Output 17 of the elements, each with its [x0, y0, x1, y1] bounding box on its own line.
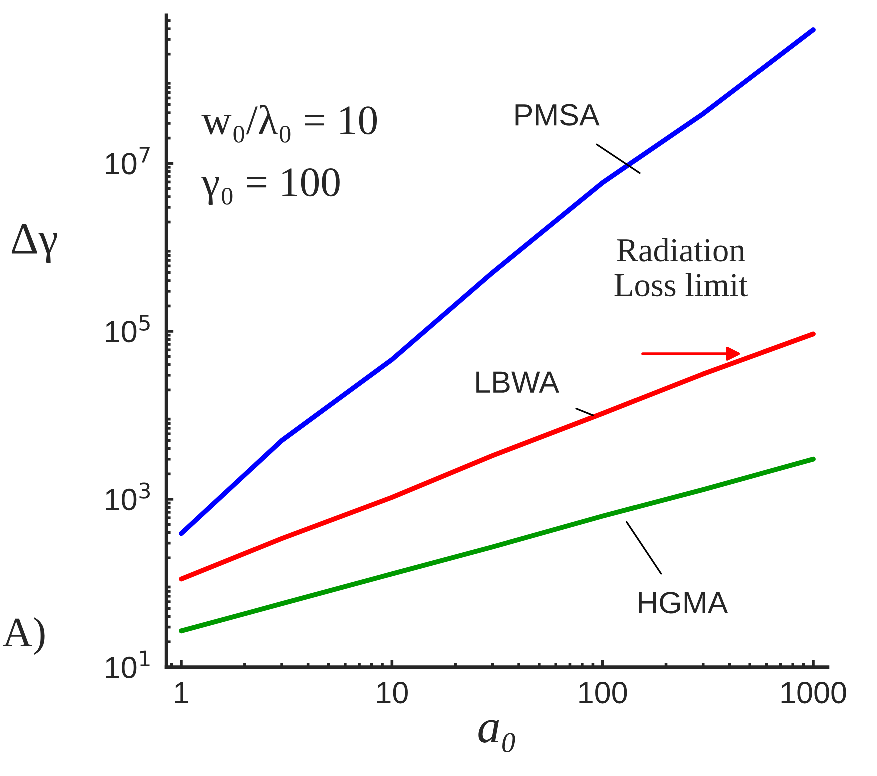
series-label: LBWA [476, 372, 560, 393]
annotation: γ₀ = 100 [202, 168, 340, 206]
series-label: PMSA [516, 104, 600, 126]
annotation: Radiation Loss limit [614, 238, 748, 297]
y-axis-title: Δγ [12, 224, 58, 264]
text: HGMA [639, 592, 728, 614]
y-tick-label: 10$^{5}$ [106, 315, 150, 343]
text: A) [3, 617, 45, 656]
x-tick-label: 1000 [782, 682, 846, 704]
y-tick-label: 10$^{7}$ [106, 147, 150, 175]
x-tick-label: 1 [175, 682, 189, 704]
x-tick-label: 10 [378, 682, 408, 704]
y-tick-label: 10$^{1}$ [106, 650, 150, 679]
x-axis-title: a₀ [478, 720, 516, 752]
annotation: w₀/λ₀ = 10 [202, 104, 378, 143]
x-tick-label: 100 [580, 682, 628, 704]
y-tick-label: 10$^{3}$ [106, 482, 150, 511]
